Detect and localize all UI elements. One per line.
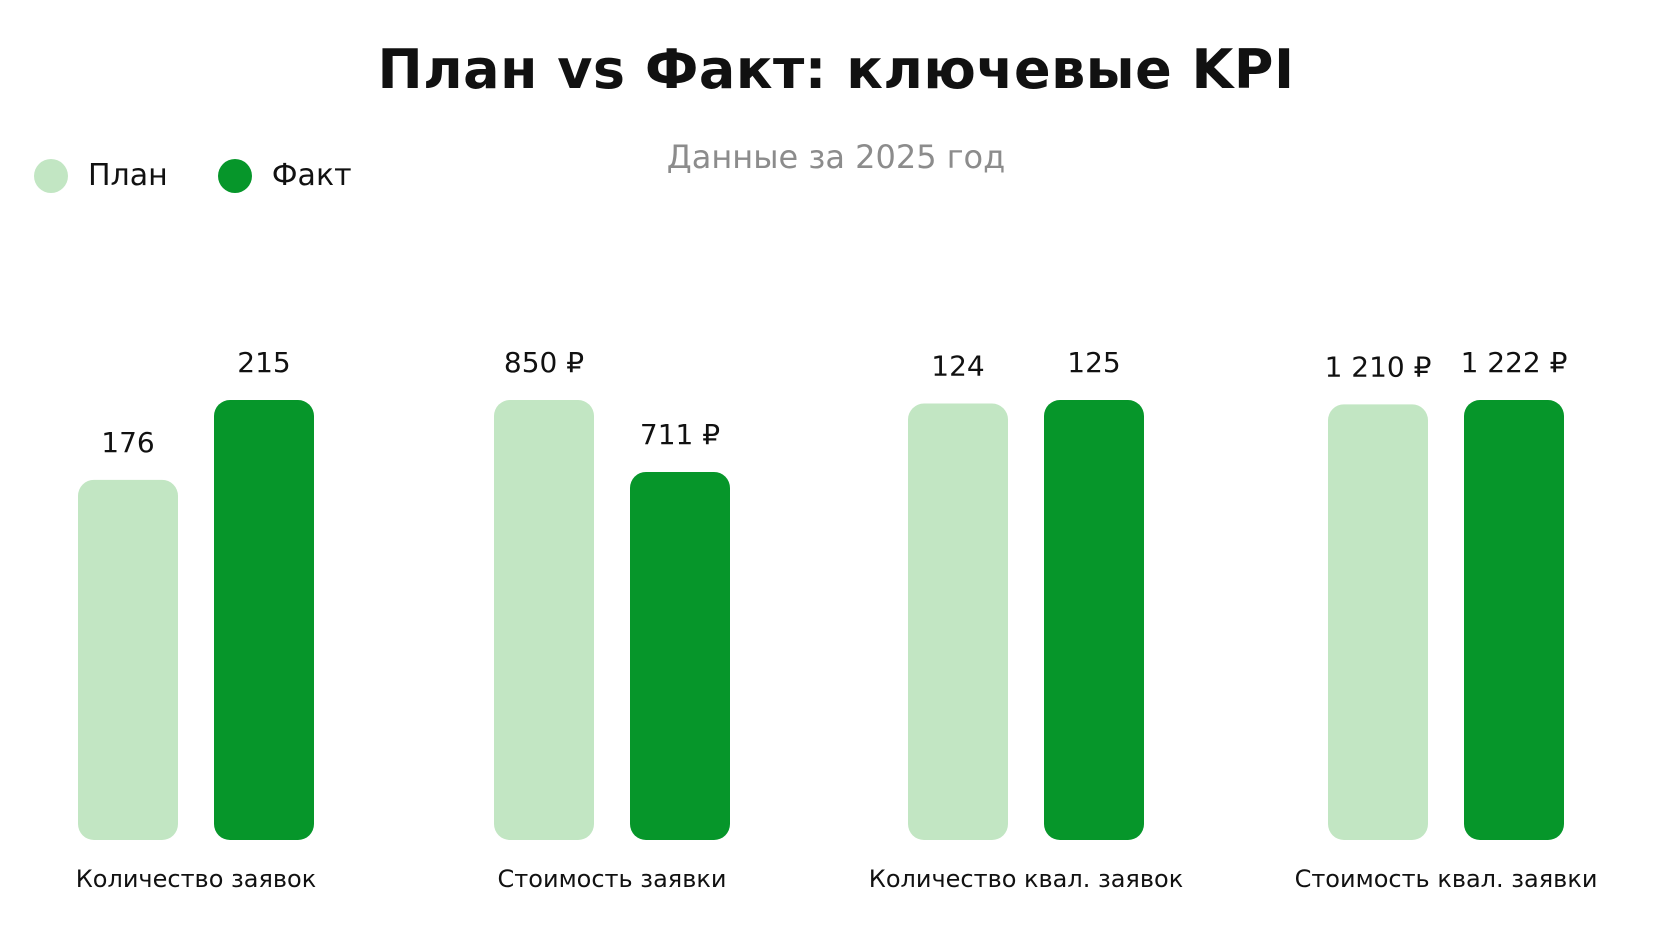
value-label-fact-4: 1 222 ₽: [1461, 346, 1568, 379]
category-label-1: Количество заявок: [76, 865, 316, 893]
bar-fact-3: [1044, 400, 1144, 840]
category-label-3: Количество квал. заявок: [869, 865, 1183, 893]
bar-fact-2: [630, 471, 730, 840]
chart-title: План vs Факт: ключевые KPI: [377, 38, 1295, 101]
legend-swatch-fact: [217, 158, 252, 193]
value-label-plan-1: 176: [101, 426, 154, 459]
value-label-fact-3: 125: [1067, 346, 1120, 379]
value-label-fact-1: 215: [237, 346, 290, 379]
value-label-plan-4: 1 210 ₽: [1325, 350, 1432, 383]
bar-plan-2: [494, 400, 594, 840]
chart-subtitle: Данные за 2025 год: [666, 138, 1006, 176]
legend-item-plan: План: [34, 158, 168, 193]
legend-label-fact: Факт: [271, 158, 352, 193]
bar-plan-3: [908, 403, 1008, 840]
value-label-fact-2: 711 ₽: [640, 418, 720, 451]
bar-plan-1: [78, 479, 178, 840]
bar-fact-4: [1464, 400, 1564, 840]
bar-plan-4: [1328, 404, 1428, 840]
value-label-plan-2: 850 ₽: [504, 346, 584, 379]
category-label-2: Стоимость заявки: [498, 865, 727, 893]
chart-legend: План Факт: [34, 158, 402, 193]
bar-fact-1: [214, 400, 314, 840]
category-label-4: Стоимость квал. заявки: [1295, 865, 1598, 893]
legend-label-plan: План: [88, 158, 168, 193]
legend-item-fact: Факт: [217, 158, 352, 193]
legend-swatch-plan: [34, 158, 68, 193]
value-label-plan-3: 124: [931, 350, 984, 383]
